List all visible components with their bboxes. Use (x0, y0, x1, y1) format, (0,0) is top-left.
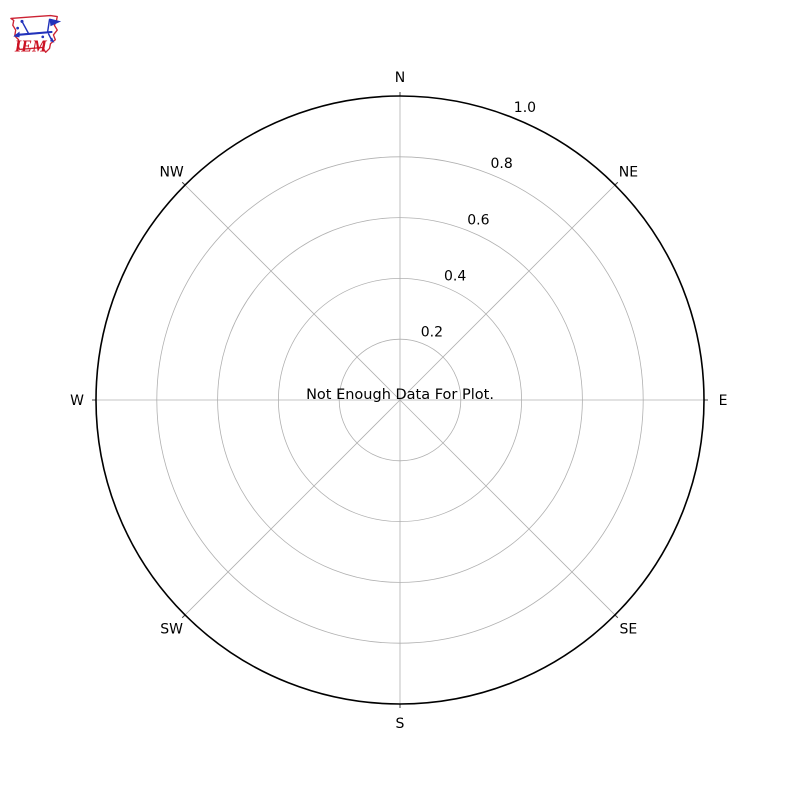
spoke-line (184, 399, 401, 616)
direction-label: S (396, 716, 405, 732)
status-message: Not Enough Data For Plot. (306, 387, 494, 403)
spoke-line (184, 184, 401, 401)
iem-logo-text: IEM (14, 36, 48, 55)
iem-logo: IEM (10, 14, 62, 55)
spoke-line (399, 399, 616, 616)
radial-tick-label: 0.4 (444, 269, 466, 285)
radial-tick-label: 0.6 (467, 212, 489, 228)
radial-tick-label: 1.0 (514, 100, 536, 116)
outer-circle (95, 95, 705, 705)
direction-label: SE (620, 621, 638, 637)
direction-label: E (719, 393, 728, 409)
radial-tick-label: 0.8 (491, 156, 513, 172)
direction-label: W (70, 393, 84, 409)
weather-vane-icon (13, 18, 62, 43)
radial-tick-label: 0.2 (421, 325, 443, 341)
spoke-line (399, 184, 616, 401)
direction-label: NE (619, 165, 638, 181)
direction-label: NW (159, 165, 183, 181)
direction-label: N (395, 70, 405, 86)
direction-label: SW (160, 621, 183, 637)
